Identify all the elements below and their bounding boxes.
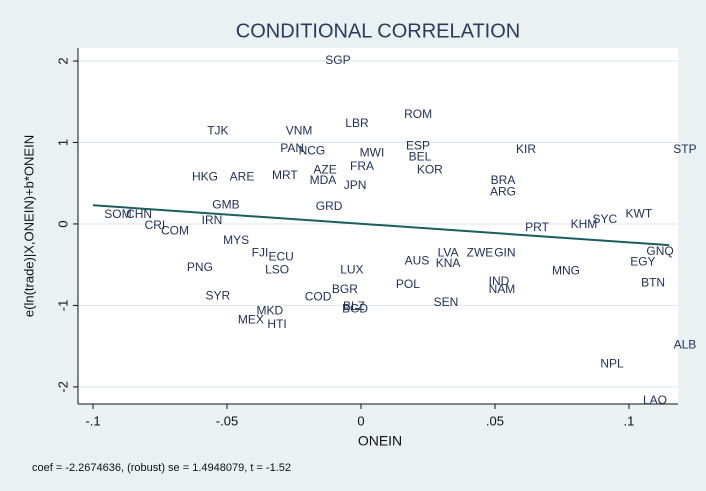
point-label: BTN (641, 276, 665, 290)
point-label: ARE (230, 170, 255, 184)
point-label: STP (673, 142, 696, 156)
point-label: BEL (409, 149, 432, 163)
point-label: MKD (257, 303, 284, 317)
x-tick-label: .05 (486, 413, 504, 428)
plot-area (78, 48, 678, 404)
point-label: IND (489, 274, 510, 288)
point-label: AZE (313, 162, 336, 176)
point-label: ZWE (467, 245, 494, 259)
point-label: NPL (600, 356, 624, 370)
point-label: KNA (436, 256, 461, 270)
point-label: GIN (494, 245, 515, 259)
point-label: KHM (571, 217, 598, 231)
point-label: SYR (206, 289, 231, 303)
point-label: GNQ (646, 244, 673, 258)
point-label: JPN (344, 178, 367, 192)
point-label: SEN (434, 295, 459, 309)
point-label: EGY (630, 254, 655, 268)
point-label: SYC (592, 212, 617, 226)
point-label: BLZ (343, 299, 365, 313)
point-label: FJI (252, 245, 269, 259)
point-label: VNM (286, 123, 313, 137)
point-label: ESP (406, 139, 430, 153)
point-label: BGD (342, 302, 368, 316)
x-tick-label: .1 (624, 413, 635, 428)
point-label: ARG (490, 184, 516, 198)
fit-line (92, 204, 670, 247)
point-label: POL (396, 277, 420, 291)
point-label: AUS (405, 254, 430, 268)
y-tick-label: -1 (55, 300, 70, 312)
y-tick-label: 0 (55, 220, 70, 227)
point-label: TJK (207, 123, 228, 137)
point-label: ROM (404, 107, 432, 121)
point-label: SGP (325, 53, 350, 67)
point-label: BRA (491, 173, 516, 187)
point-label: LAO (643, 393, 667, 407)
point-label: PNG (187, 260, 213, 274)
point-label: KWT (626, 206, 653, 220)
point-label: KIR (516, 142, 536, 156)
y-axis-label: e(ln(trade)|X,ONEIN)+b*ONEIN (21, 135, 36, 317)
point-label: HTI (267, 317, 286, 331)
x-tick-label: 0 (357, 413, 364, 428)
point-label: COD (305, 289, 332, 303)
point-label: KOR (417, 162, 443, 176)
point-label: MEX (238, 312, 264, 326)
point-label: GRD (316, 199, 343, 213)
point-label: LSO (265, 263, 289, 277)
point-label: MRT (272, 168, 298, 182)
y-tick-label: 2 (55, 57, 70, 64)
point-label: IRN (202, 213, 223, 227)
point-label: FRA (350, 159, 374, 173)
point-label: CHN (126, 207, 152, 221)
point-label: MYS (223, 233, 249, 247)
y-tick-label: -2 (55, 381, 70, 393)
x-axis-label: ONEIN (358, 433, 402, 449)
x-tick-label: -.05 (216, 413, 238, 428)
note: coef = -2.2674636, (robust) se = 1.49480… (32, 462, 291, 474)
chart-title: CONDITIONAL CORRELATION (236, 20, 520, 42)
point-label: GMB (212, 197, 239, 211)
point-label: NCG (299, 144, 326, 158)
point-label: NAM (489, 282, 516, 296)
point-label: PRT (525, 220, 549, 234)
point-label: HKG (192, 170, 218, 184)
point-label: PAN (280, 141, 304, 155)
point-label: LUX (340, 263, 363, 277)
point-label: BGR (332, 282, 358, 296)
point-label: LBR (345, 116, 369, 130)
point-label: MWI (360, 145, 385, 159)
point-label: SOM (104, 207, 131, 221)
point-label: MNG (552, 263, 580, 277)
point-label: COM (161, 223, 189, 237)
y-tick-label: 1 (55, 139, 70, 146)
point-label: ALB (674, 338, 697, 352)
point-label: ECU (268, 250, 293, 264)
point-label: CRI (145, 218, 166, 232)
x-tick-label: -.1 (85, 413, 100, 428)
point-label: LVA (438, 245, 459, 259)
point-label: MDA (310, 173, 337, 187)
